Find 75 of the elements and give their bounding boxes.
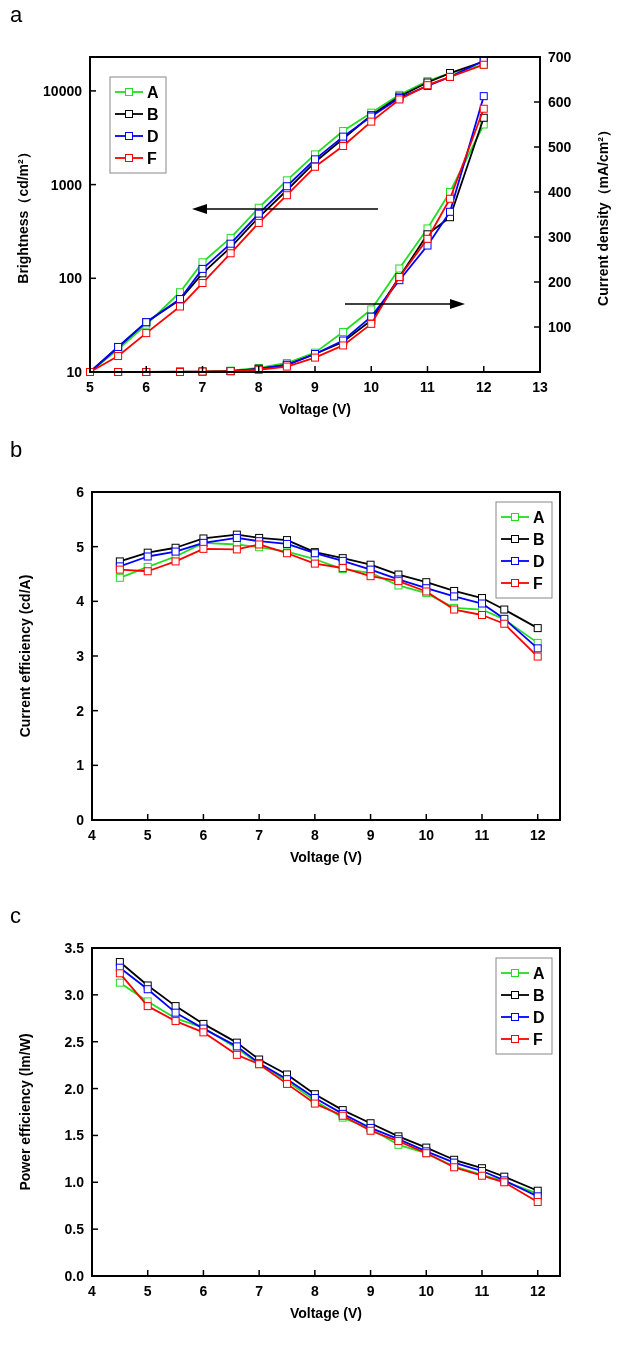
y-tick-label: 3: [76, 648, 85, 664]
x-tick-label: 11: [420, 379, 436, 395]
legend-label: A: [147, 84, 159, 101]
x-tick-label: 9: [366, 827, 375, 843]
y2-tick-label: 500: [548, 139, 572, 155]
y2-tick-label: 200: [548, 274, 572, 290]
x-tick-label: 9: [311, 379, 320, 395]
y2-tick-label: 300: [548, 229, 572, 245]
x-axis-title: Voltage (V): [289, 1305, 363, 1321]
legend-label: F: [533, 575, 543, 592]
x-tick-label: 8: [310, 1283, 319, 1299]
y-tick-label: 0.5: [64, 1221, 85, 1238]
x-tick-label: 5: [86, 379, 95, 395]
x-tick-label: 6: [199, 1283, 208, 1299]
y-tick-label: 1.0: [64, 1174, 85, 1191]
y-tick-label: 2: [76, 702, 85, 719]
chart-title: a: [10, 2, 23, 27]
y-tick-label: 10: [66, 364, 83, 380]
y-tick-label: 1: [76, 757, 85, 774]
y-tick-label: 1.5: [64, 1127, 85, 1144]
y2-tick-label: 600: [548, 94, 572, 110]
y-tick-label: 5: [76, 538, 85, 555]
x-tick-label: 12: [529, 827, 546, 843]
y2-axis-title: Current density（mA/cm²）: [595, 123, 611, 306]
x-tick-label: 9: [366, 1283, 375, 1299]
y-axis-title: Current efficiency (cd/A): [17, 574, 33, 738]
x-tick-label: 11: [474, 1283, 490, 1299]
y-tick-label: 0.0: [64, 1268, 85, 1284]
legend-label: B: [533, 987, 545, 1004]
chart-title: b: [10, 437, 23, 462]
y-tick-label: 3.5: [64, 940, 85, 956]
y2-tick-label: 400: [548, 184, 572, 200]
x-tick-label: 10: [363, 379, 380, 395]
legend-label: A: [533, 509, 545, 526]
x-tick-label: 7: [198, 379, 207, 395]
x-tick-label: 13: [532, 379, 548, 395]
legend-label: D: [533, 553, 545, 570]
legend-label: B: [147, 106, 159, 123]
x-tick-label: 11: [474, 827, 490, 843]
x-tick-label: 12: [529, 1283, 546, 1299]
x-tick-label: 7: [255, 827, 264, 843]
y-tick-label: 100: [58, 270, 83, 287]
y2-tick-label: 700: [548, 49, 572, 65]
legend-label: F: [533, 1031, 543, 1048]
y-tick-label: 0: [76, 812, 85, 828]
x-axis-title: Voltage (V): [289, 849, 363, 865]
y-tick-label: 2.0: [64, 1080, 85, 1097]
legend-label: B: [533, 531, 545, 548]
x-tick-label: 10: [418, 1283, 435, 1299]
legend-label: D: [147, 128, 159, 145]
y2-tick-label: 100: [548, 319, 572, 335]
x-tick-label: 6: [199, 827, 208, 843]
legend-label: D: [533, 1009, 545, 1026]
y-tick-label: 1000: [50, 176, 83, 193]
x-axis-title: Voltage (V): [278, 401, 352, 417]
x-tick-label: 8: [254, 379, 263, 395]
legend-label: A: [533, 965, 545, 982]
x-tick-label: 4: [88, 827, 97, 843]
y-tick-label: 3.0: [64, 986, 85, 1003]
x-tick-label: 10: [418, 827, 435, 843]
x-tick-label: 5: [143, 1283, 152, 1299]
x-tick-label: 8: [310, 827, 319, 843]
x-tick-label: 4: [88, 1283, 97, 1299]
chart-title: c: [10, 903, 21, 928]
x-tick-label: 5: [143, 827, 152, 843]
y-tick-label: 4: [76, 593, 85, 610]
y-tick-label: 6: [76, 484, 85, 500]
x-tick-label: 7: [255, 1283, 264, 1299]
x-tick-label: 6: [142, 379, 151, 395]
y-tick-label: 2.5: [64, 1033, 85, 1050]
y-tick-label: 10000: [43, 82, 83, 99]
legend-label: F: [147, 150, 157, 167]
y-axis-title: Brightness（cd/m²）: [15, 145, 31, 284]
x-tick-label: 12: [475, 379, 492, 395]
y-axis-title: Power efficiency (lm/W): [17, 1033, 33, 1191]
